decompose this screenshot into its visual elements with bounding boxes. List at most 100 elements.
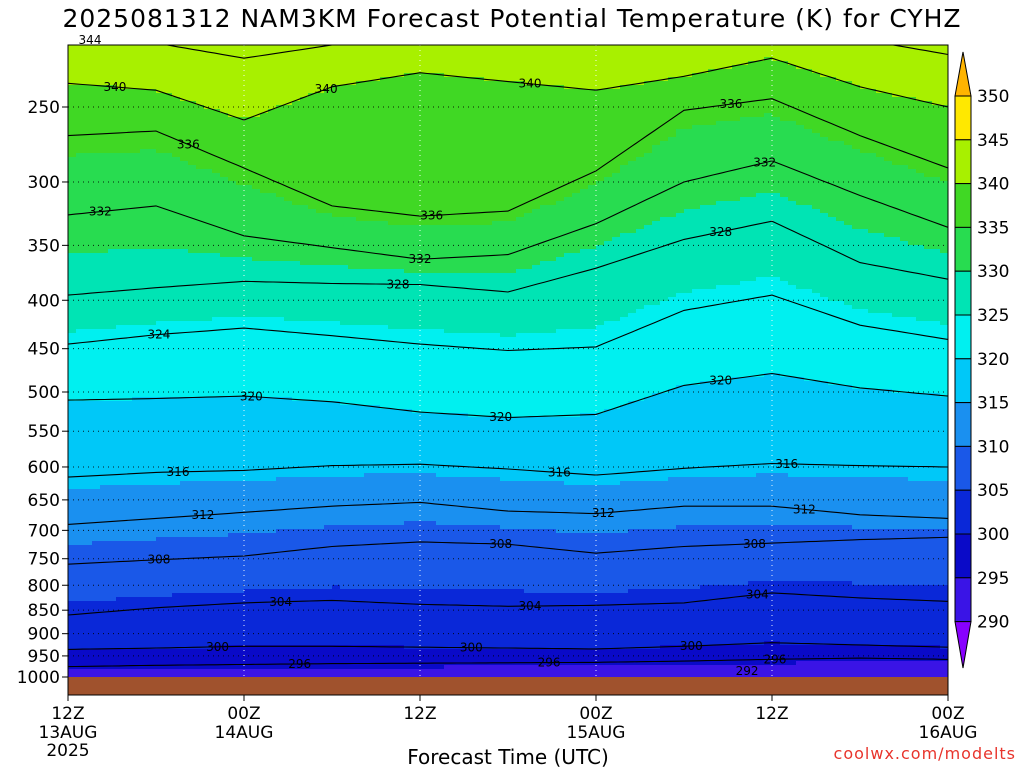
theta-fill-cell: [524, 213, 533, 270]
theta-fill-cell: [260, 589, 269, 646]
theta-fill-cell: [452, 589, 461, 650]
theta-fill-cell: [100, 669, 109, 677]
theta-fill-cell: [644, 529, 653, 590]
theta-fill-cell: [436, 225, 445, 274]
theta-fill-cell: [764, 113, 773, 194]
theta-fill-cell: [644, 153, 653, 226]
theta-fill-cell: [196, 481, 205, 538]
theta-fill-cell: [236, 117, 245, 186]
theta-fill-cell: [244, 185, 253, 258]
theta-fill-cell: [196, 537, 205, 594]
theta-fill-cell: [324, 321, 333, 402]
theta-fill-cell: [364, 405, 373, 474]
theta-fill-cell: [828, 45, 837, 78]
theta-fill-cell: [748, 525, 757, 582]
theta-fill-cell: [236, 533, 245, 594]
theta-fill-cell: [476, 525, 485, 590]
theta-fill-cell: [588, 185, 597, 250]
theta-fill-cell: [548, 481, 557, 530]
theta-fill-cell: [220, 177, 229, 258]
theta-fill-cell: [748, 477, 757, 526]
theta-fill-cell: [108, 601, 117, 650]
theta-fill-cell: [468, 273, 477, 334]
theta-fill-cell: [772, 45, 781, 62]
theta-fill-cell: [220, 669, 229, 677]
theta-fill-cell: [548, 85, 557, 206]
theta-fill-cell: [236, 45, 245, 118]
theta-fill-cell: [212, 645, 221, 670]
theta-fill-cell: [332, 585, 341, 646]
theta-fill-cell: [156, 249, 165, 322]
theta-fill-cell: [932, 105, 941, 178]
theta-fill-cell: [684, 645, 693, 666]
theta-fill-cell: [788, 65, 797, 122]
theta-fill-cell: [540, 45, 549, 86]
theta-fill-cell: [852, 45, 861, 86]
theta-fill-cell: [812, 45, 821, 74]
theta-fill-cell: [164, 45, 173, 94]
theta-fill-cell: [140, 649, 149, 670]
theta-fill-cell: [812, 133, 821, 210]
theta-fill-cell: [540, 333, 549, 418]
theta-fill-cell: [204, 649, 213, 670]
theta-fill-cell: [652, 649, 661, 666]
theta-fill-cell: [900, 393, 909, 478]
theta-fill-cell: [252, 261, 261, 318]
theta-fill-cell: [84, 545, 93, 602]
theta-fill-cell: [620, 593, 629, 650]
theta-fill-cell: [796, 377, 805, 478]
theta-fill-cell: [588, 593, 597, 650]
theta-fill-cell: [708, 585, 717, 646]
theta-fill-cell: [660, 645, 669, 666]
theta-fill-cell: [812, 73, 821, 134]
theta-fill-cell: [404, 329, 413, 410]
theta-fill-cell: [932, 481, 941, 530]
theta-fill-cell: [484, 417, 493, 478]
theta-fill-cell: [780, 525, 789, 582]
theta-fill-cell: [548, 593, 557, 650]
theta-fill-cell: [860, 645, 869, 662]
theta-fill-cell: [308, 321, 317, 402]
contour-label-300: 300: [460, 641, 483, 655]
theta-fill-cell: [164, 153, 173, 250]
theta-fill-cell: [212, 593, 221, 646]
theta-fill-cell: [876, 389, 885, 478]
theta-fill-cell: [148, 89, 157, 150]
theta-fill-cell: [892, 97, 901, 166]
theta-fill-cell: [484, 273, 493, 334]
theta-fill-cell: [900, 45, 909, 98]
theta-fill-cell: [716, 585, 725, 646]
x-tick-date: 14AUG: [215, 723, 274, 743]
theta-fill-cell: [292, 669, 301, 677]
theta-fill-cell: [596, 593, 605, 650]
theta-fill-cell: [588, 413, 597, 486]
theta-fill-cell: [780, 377, 789, 474]
theta-fill-cell: [524, 593, 533, 650]
theta-fill-cell: [548, 417, 557, 482]
theta-fill-cell: [748, 45, 757, 62]
theta-fill-cell: [276, 397, 285, 478]
theta-fill-cell: [532, 265, 541, 334]
theta-fill-cell: [404, 225, 413, 274]
theta-fill-cell: [460, 273, 469, 334]
isentrope-332: [68, 160, 948, 260]
theta-fill-cell: [132, 541, 141, 598]
theta-fill-cell: [372, 405, 381, 474]
theta-fill-cell: [636, 481, 645, 530]
theta-fill-cell: [348, 217, 357, 270]
theta-fill-cell: [292, 477, 301, 530]
theta-fill-cell: [612, 533, 621, 594]
theta-fill-cell: [684, 77, 693, 130]
theta-fill-cell: [124, 249, 133, 326]
theta-fill-cell: [396, 669, 405, 677]
theta-fill-cell: [124, 541, 133, 598]
theta-fill-cell: [436, 73, 445, 226]
theta-fill-cell: [540, 529, 549, 594]
theta-fill-cell: [756, 645, 765, 666]
theta-fill-cell: [172, 45, 181, 98]
contour-label-328: 328: [709, 225, 732, 239]
theta-fill-cell: [140, 325, 149, 398]
theta-fill-cell: [252, 45, 261, 118]
theta-fill-cell: [164, 669, 173, 677]
theta-fill-cell: [76, 489, 85, 546]
